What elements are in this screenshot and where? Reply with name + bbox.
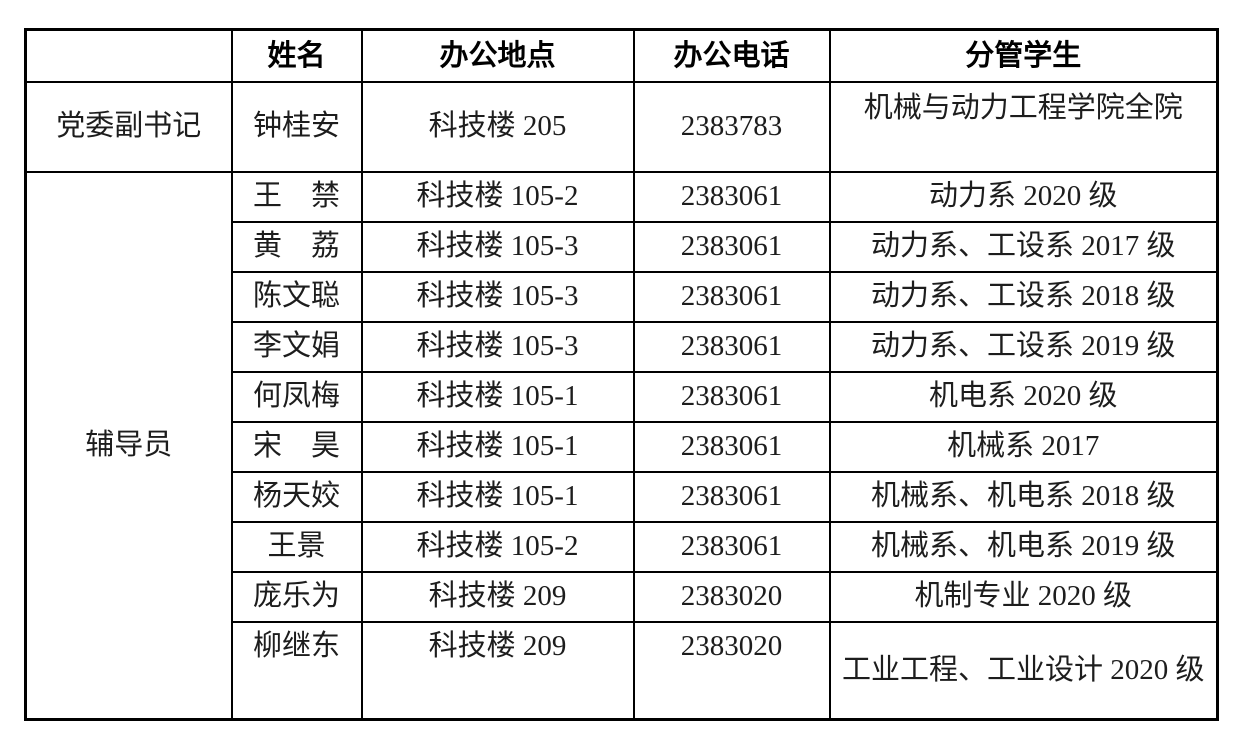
phone-cell: 2383783	[632, 80, 831, 173]
name-cell: 宋 昊	[230, 420, 363, 473]
phone-cell: 2383061	[632, 170, 831, 223]
phone-cell: 2383061	[632, 420, 831, 473]
table-row: 辅导员 王 禁 科技楼 105-2 2383061 动力系 2020 级	[24, 170, 1219, 721]
table-row: 庞乐为 科技楼 209 2383020 机制专业 2020 级	[26, 570, 1219, 623]
students-cell: 机电系 2020 级	[828, 370, 1219, 423]
phone-cell: 2383061	[632, 470, 831, 523]
header-row: 姓名 办公地点 办公电话 分管学生	[24, 28, 1219, 83]
role-cell-counselor: 辅导员	[24, 170, 233, 721]
office-cell: 科技楼 105-1	[360, 470, 635, 523]
students-cell: 工业工程、工业设计 2020 级	[828, 620, 1219, 721]
students-cell: 机械系 2017	[828, 420, 1219, 473]
table-row: 杨天姣 科技楼 105-1 2383061 机械系、机电系 2018 级	[26, 470, 1219, 523]
name-cell: 庞乐为	[230, 570, 363, 623]
phone-cell: 2383061	[632, 270, 831, 323]
table-row: 何凤梅 科技楼 105-1 2383061 机电系 2020 级	[26, 370, 1219, 423]
table-row: 王景 科技楼 105-2 2383061 机械系、机电系 2019 级	[26, 520, 1219, 573]
phone-cell: 2383061	[632, 320, 831, 373]
students-cell: 机械系、机电系 2018 级	[828, 470, 1219, 523]
name-cell: 王 禁	[230, 170, 363, 223]
phone-cell: 2383020	[632, 570, 831, 623]
table-row: 柳继东 科技楼 209 2383020 工业工程、工业设计 2020 级	[26, 620, 1219, 721]
staff-directory-table: 姓名 办公地点 办公电话 分管学生 党委副书记 钟桂安 科技楼 205 2383…	[24, 28, 1219, 721]
table-row: 李文娟 科技楼 105-3 2383061 动力系、工设系 2019 级	[26, 320, 1219, 373]
office-cell: 科技楼 209	[360, 620, 635, 721]
office-cell: 科技楼 105-1	[360, 420, 635, 473]
phone-cell: 2383061	[632, 520, 831, 573]
office-cell: 科技楼 105-3	[360, 220, 635, 273]
office-cell: 科技楼 205	[360, 80, 635, 173]
office-cell: 科技楼 105-2	[360, 520, 635, 573]
name-cell: 黄 荔	[230, 220, 363, 273]
phone-cell: 2383061	[632, 220, 831, 273]
students-cell: 动力系、工设系 2018 级	[828, 270, 1219, 323]
header-students: 分管学生	[828, 28, 1219, 83]
students-cell: 机械系、机电系 2019 级	[828, 520, 1219, 573]
table-row: 陈文聪 科技楼 105-3 2383061 动力系、工设系 2018 级	[26, 270, 1219, 323]
name-cell: 何凤梅	[230, 370, 363, 423]
name-cell: 李文娟	[230, 320, 363, 373]
students-cell: 动力系、工设系 2019 级	[828, 320, 1219, 373]
students-cell: 机制专业 2020 级	[828, 570, 1219, 623]
office-cell: 科技楼 105-1	[360, 370, 635, 423]
role-cell-secretary: 党委副书记	[24, 80, 233, 173]
phone-cell: 2383061	[632, 370, 831, 423]
students-cell: 动力系 2020 级	[828, 170, 1219, 223]
name-cell: 王景	[230, 520, 363, 573]
header-name: 姓名	[230, 28, 363, 83]
name-cell: 杨天姣	[230, 470, 363, 523]
name-cell: 钟桂安	[230, 80, 363, 173]
office-cell: 科技楼 105-2	[360, 170, 635, 223]
office-cell: 科技楼 209	[360, 570, 635, 623]
header-phone: 办公电话	[632, 28, 831, 83]
header-office: 办公地点	[360, 28, 635, 83]
students-cell: 动力系、工设系 2017 级	[828, 220, 1219, 273]
phone-cell: 2383020	[632, 620, 831, 721]
table-row: 黄 荔 科技楼 105-3 2383061 动力系、工设系 2017 级	[26, 220, 1219, 273]
header-role-empty	[24, 28, 233, 83]
name-cell: 柳继东	[230, 620, 363, 721]
students-cell: 机械与动力工程学院全院	[828, 80, 1219, 173]
table-row: 党委副书记 钟桂安 科技楼 205 2383783 机械与动力工程学院全院	[24, 80, 1219, 173]
name-cell: 陈文聪	[230, 270, 363, 323]
office-cell: 科技楼 105-3	[360, 270, 635, 323]
office-cell: 科技楼 105-3	[360, 320, 635, 373]
table-row: 宋 昊 科技楼 105-1 2383061 机械系 2017	[26, 420, 1219, 473]
